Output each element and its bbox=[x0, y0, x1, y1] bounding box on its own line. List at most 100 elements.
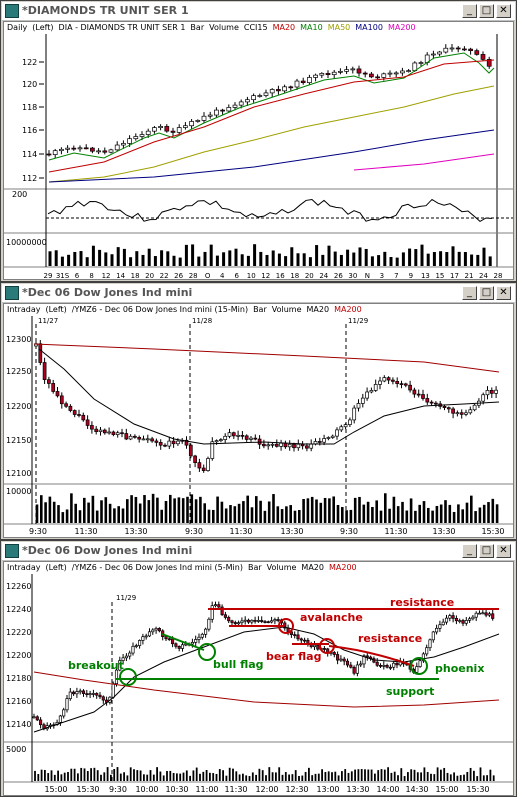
legend-item: Daily bbox=[7, 23, 28, 32]
legend-item: MA200 bbox=[334, 305, 362, 314]
minimize-button[interactable]: _ bbox=[462, 544, 477, 558]
close-button[interactable]: ✕ bbox=[496, 4, 511, 18]
volume-bar bbox=[388, 508, 391, 523]
candle bbox=[171, 638, 175, 645]
volume-bar bbox=[222, 770, 224, 781]
price-axis-label: 116 bbox=[22, 126, 37, 135]
candle bbox=[184, 439, 189, 446]
candle bbox=[171, 440, 176, 445]
volume-bar bbox=[166, 771, 168, 781]
candle bbox=[331, 71, 337, 76]
candle bbox=[90, 147, 95, 152]
close-button[interactable]: ✕ bbox=[496, 544, 511, 558]
volume-bar bbox=[234, 248, 238, 266]
intraday-15min-window[interactable]: *Dec 06 Dow Jones Ind mini _ □ ✕ Intrada… bbox=[0, 282, 517, 540]
volume-bar bbox=[169, 770, 172, 781]
volume-bar bbox=[215, 255, 219, 266]
date-axis-label: 7 bbox=[394, 272, 398, 279]
intraday-15min-chart-area[interactable]: Intraday (Left) /YMZ6 - Dec 06 Dow Jones I… bbox=[3, 303, 514, 538]
time-axis-label: 10:30 bbox=[165, 785, 188, 794]
candle bbox=[68, 691, 72, 700]
candle bbox=[232, 104, 238, 108]
legend-item: Bar bbox=[190, 23, 205, 32]
minimize-button[interactable]: _ bbox=[462, 4, 477, 18]
candle bbox=[253, 619, 257, 622]
window-menu-icon[interactable] bbox=[5, 4, 19, 18]
candle bbox=[138, 640, 142, 646]
window-menu-icon[interactable] bbox=[5, 286, 19, 300]
volume-bar bbox=[93, 767, 96, 781]
volume-bar bbox=[65, 509, 69, 523]
candle bbox=[47, 379, 51, 384]
candle bbox=[145, 438, 150, 441]
volume-bar bbox=[40, 495, 43, 523]
intraday-5min-chart-area[interactable]: Intraday (Left) /YMZ6 - Dec 06 Dow Jones I… bbox=[3, 561, 514, 796]
window-menu-icon[interactable] bbox=[5, 544, 19, 558]
volume-bar bbox=[135, 251, 139, 266]
candle bbox=[360, 397, 365, 404]
daily-chart-window[interactable]: *DIAMONDS TR UNIT SER 1 _ □ ✕ Daily (Left… bbox=[0, 0, 517, 282]
volume-bar bbox=[422, 501, 426, 523]
volume-bar bbox=[400, 768, 403, 781]
volume-bar bbox=[410, 769, 413, 781]
ma200-line bbox=[353, 153, 495, 171]
price-axis-label: 12160 bbox=[6, 697, 31, 706]
volume-bar bbox=[126, 499, 129, 523]
candle bbox=[459, 412, 464, 415]
volume-bar bbox=[290, 247, 294, 266]
legend-item: (Left) bbox=[45, 563, 67, 572]
candle bbox=[322, 438, 326, 443]
volume-bar bbox=[332, 496, 335, 523]
volume-bar bbox=[350, 771, 353, 781]
price-axis-label: 120 bbox=[22, 80, 37, 89]
candle bbox=[51, 383, 56, 392]
close-button[interactable]: ✕ bbox=[496, 286, 511, 300]
candle bbox=[338, 70, 343, 73]
volume-bar bbox=[212, 773, 215, 781]
date-axis-label: 20 bbox=[145, 272, 154, 279]
candle bbox=[85, 693, 89, 695]
date-axis-label: 13 bbox=[421, 272, 430, 279]
time-axis-label: 13:30 bbox=[124, 527, 147, 536]
volume-bar bbox=[357, 769, 360, 781]
intraday-5min-window[interactable]: *Dec 06 Dow Jones Ind mini _ □ ✕ Intrada… bbox=[0, 540, 517, 797]
candle bbox=[494, 389, 498, 394]
candle bbox=[102, 429, 107, 434]
candle bbox=[72, 691, 76, 695]
time-axis-label: 14:30 bbox=[405, 785, 428, 794]
volume-bar bbox=[474, 511, 477, 523]
candle bbox=[319, 73, 325, 76]
candle bbox=[154, 628, 158, 631]
maximize-button[interactable]: □ bbox=[479, 4, 494, 18]
legend-item: /YMZ6 - Dec 06 Dow Jones Ind mini (5-Min… bbox=[71, 563, 243, 572]
candle bbox=[190, 641, 194, 645]
volume-bar bbox=[427, 507, 430, 523]
candle bbox=[451, 408, 455, 414]
volume-bar bbox=[277, 253, 281, 266]
candle bbox=[348, 419, 352, 425]
volume-bar bbox=[432, 252, 436, 266]
window-titlebar[interactable]: *Dec 06 Dow Jones Ind mini _ □ ✕ bbox=[2, 284, 515, 303]
window-titlebar[interactable]: *Dec 06 Dow Jones Ind mini _ □ ✕ bbox=[2, 542, 515, 561]
volume-bar bbox=[420, 772, 422, 781]
volume-bar bbox=[67, 254, 71, 266]
minimize-button[interactable]: _ bbox=[462, 286, 477, 300]
daily-chart-area[interactable]: Daily (Left) DIA - DIAMONDS TR UNIT SER 1 B… bbox=[3, 21, 514, 280]
volume-bar bbox=[80, 767, 83, 781]
volume-bar bbox=[473, 770, 475, 781]
volume-bar bbox=[191, 244, 195, 266]
candle bbox=[393, 72, 399, 75]
candle bbox=[273, 619, 277, 622]
date-axis-label: O bbox=[205, 272, 211, 279]
window-titlebar[interactable]: *DIAMONDS TR UNIT SER 1 _ □ ✕ bbox=[2, 2, 515, 21]
candle bbox=[55, 391, 60, 397]
candle bbox=[177, 645, 181, 649]
candle bbox=[58, 715, 62, 723]
volume-bar bbox=[258, 768, 261, 781]
volume-bar bbox=[37, 773, 40, 781]
maximize-button[interactable]: □ bbox=[479, 286, 494, 300]
candle bbox=[303, 639, 307, 642]
volume-bar bbox=[339, 254, 343, 266]
maximize-button[interactable]: □ bbox=[479, 544, 494, 558]
volume-bar bbox=[235, 771, 238, 781]
